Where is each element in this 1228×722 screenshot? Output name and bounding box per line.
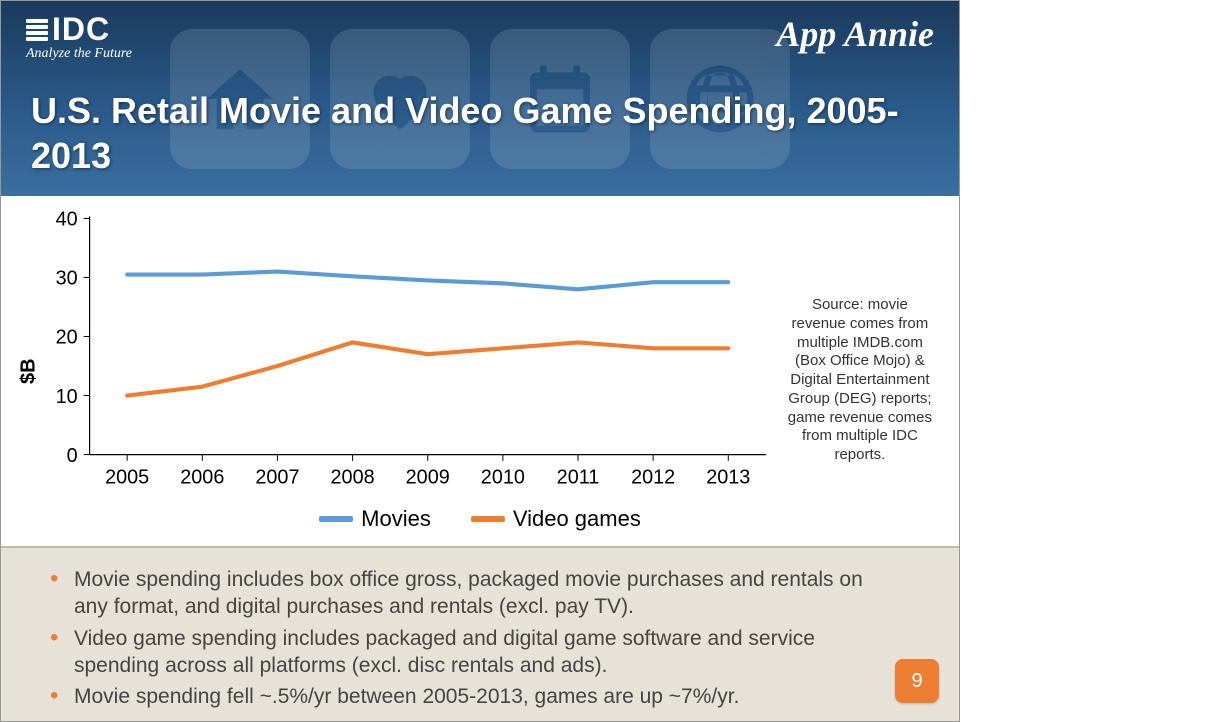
svg-text:2007: 2007 <box>255 466 299 488</box>
appannie-logo: App Annie <box>776 13 934 55</box>
chart-legend: Movies Video games <box>16 496 944 546</box>
page-number-badge: 9 <box>895 659 939 703</box>
line-chart: 0 10 20 30 40 2005 2006 2007 2008 2009 2010 2011 201… <box>42 206 776 496</box>
idc-stripes-icon <box>26 19 48 41</box>
slide-header: IDC Analyze the Future App Annie U.S. Re… <box>1 1 959 196</box>
slide-title: U.S. Retail Movie and Video Game Spendin… <box>31 88 929 178</box>
svg-text:2010: 2010 <box>481 466 525 488</box>
svg-text:2006: 2006 <box>180 466 224 488</box>
legend-swatch <box>319 516 353 522</box>
idc-logo: IDC Analyze the Future <box>26 11 132 62</box>
slide-footer: Movie spending includes box office gross… <box>1 546 959 721</box>
svg-text:30: 30 <box>56 267 78 289</box>
source-note: Source: movie revenue comes from multipl… <box>776 206 944 496</box>
svg-text:2009: 2009 <box>406 466 450 488</box>
footer-bullet: Movie spending includes box office gross… <box>46 566 879 621</box>
legend-label: Movies <box>361 506 431 532</box>
y-axis-label: $B <box>16 206 42 496</box>
slide: IDC Analyze the Future App Annie U.S. Re… <box>0 0 960 722</box>
svg-text:2013: 2013 <box>706 466 750 488</box>
svg-text:20: 20 <box>56 326 78 348</box>
svg-text:10: 10 <box>56 385 78 407</box>
chart-area: $B 0 10 20 30 40 2005 2006 2007 2008 2009 2010 2011… <box>1 196 959 546</box>
idc-tagline: Analyze the Future <box>26 46 132 62</box>
idc-brand-text: IDC <box>52 11 110 48</box>
svg-text:40: 40 <box>56 208 78 230</box>
footer-bullet: Movie spending fell ~.5%/yr between 2005… <box>46 683 879 710</box>
legend-swatch <box>471 516 505 522</box>
legend-label: Video games <box>513 506 641 532</box>
footer-bullet: Video game spending includes packaged an… <box>46 625 879 680</box>
legend-item: Video games <box>471 506 641 532</box>
footer-bullets: Movie spending includes box office gross… <box>46 566 879 710</box>
svg-text:2005: 2005 <box>105 466 149 488</box>
svg-text:2012: 2012 <box>631 466 675 488</box>
svg-text:2011: 2011 <box>557 466 600 488</box>
svg-text:0: 0 <box>67 444 78 466</box>
svg-text:2008: 2008 <box>331 466 375 488</box>
legend-item: Movies <box>319 506 431 532</box>
